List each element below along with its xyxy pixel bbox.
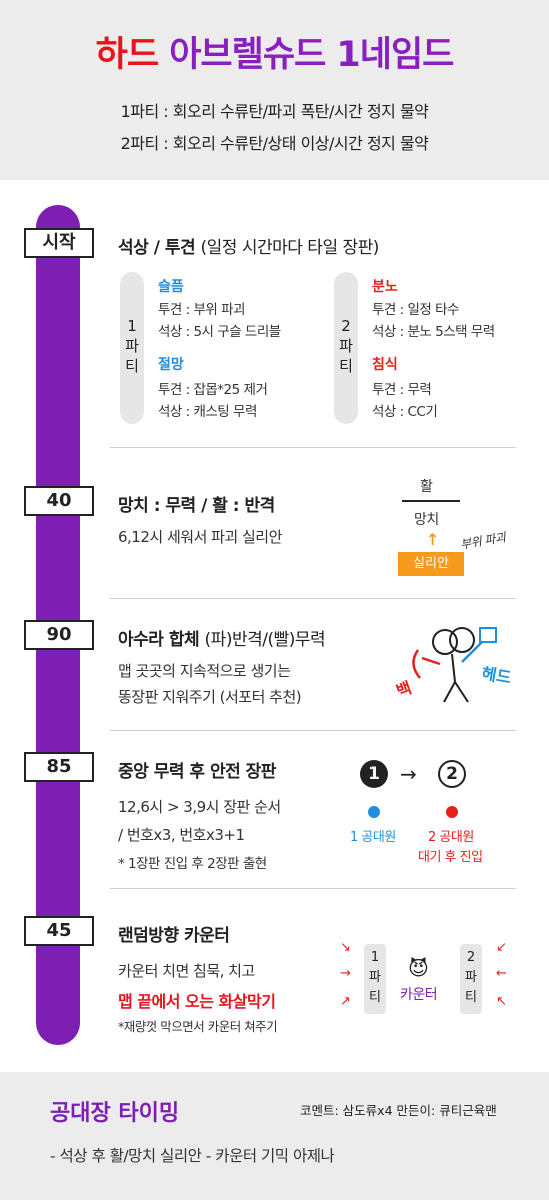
arrow-icon-tr: ↙ xyxy=(496,940,507,955)
sorrow-line1: 투견 : 부위 파괴 xyxy=(158,302,245,318)
badge-start: 시작 xyxy=(24,228,94,258)
section-85-line2: / 번호x3, 번호x3+1 xyxy=(118,826,245,844)
section-85-title: 중앙 무력 후 안전 장판 xyxy=(118,762,276,782)
despair-label: 절망 xyxy=(158,357,184,373)
diagram-bow-label: 활 xyxy=(420,479,433,495)
section-45-line2: 맵 끝에서 오는 화살막기 xyxy=(118,992,276,1011)
team2-dot-icon xyxy=(446,806,458,818)
rage-line2: 석상 : 분노 5스택 무력 xyxy=(372,324,495,340)
header-panel xyxy=(0,0,549,180)
left-pill-char1: 1 xyxy=(370,950,380,965)
diagram-divider-line xyxy=(402,500,460,502)
divider-4 xyxy=(110,888,516,889)
party2-pill-char2: 파 xyxy=(339,337,353,355)
party2-pill-char1: 2 xyxy=(341,317,351,335)
team1-dot-icon xyxy=(368,806,380,818)
footer-title: 공대장 타이밍 xyxy=(50,1101,180,1126)
diagram-hammer-label: 망치 xyxy=(414,512,439,528)
asura-sketch-icon xyxy=(412,627,497,703)
erosion-label: 침식 xyxy=(372,357,398,373)
section-85-line1: 12,6시 > 3,9시 장판 순서 xyxy=(118,798,281,816)
erosion-line1: 투견 : 무력 xyxy=(372,382,432,398)
head-label: 헤드 xyxy=(480,663,513,688)
arrow-icon-ml: → xyxy=(340,966,351,981)
arrow-icon-bl: ↗ xyxy=(340,994,351,1009)
section-40-line1: 6,12시 세워서 파괴 실리안 xyxy=(118,528,282,546)
left-pill-char2: 파 xyxy=(369,970,381,985)
section-45-line1: 카운터 치면 침묵, 치고 xyxy=(118,962,255,980)
part-break-note: 부위 파괴 xyxy=(459,530,507,552)
devil-icon: 😈 xyxy=(408,956,429,980)
team2-label: 2 공대원 xyxy=(428,830,474,845)
sorrow-label: 슬픔 xyxy=(158,279,184,295)
start-title-main: 석상 / 투견 xyxy=(118,238,196,258)
footer-timing: - 석상 후 활/망치 실리안 - 카운터 기믹 아제나 xyxy=(50,1147,335,1165)
party2-items: 2파티 : 회오리 수류탄/상태 이상/시간 정지 물약 xyxy=(120,134,429,153)
divider-3 xyxy=(110,730,516,731)
arrow-icon-br: ↖ xyxy=(496,994,507,1009)
party2-pill: 2 파 티 xyxy=(334,272,358,424)
step-1-icon: 1 xyxy=(360,760,388,788)
left-pill-char3: 티 xyxy=(369,990,381,1005)
team1-label: 1 공대원 xyxy=(350,830,396,845)
section-45-note: *재량껏 막으면서 카운터 쳐주기 xyxy=(118,1019,278,1034)
section-40-title: 망치 : 무력 / 활 : 반격 xyxy=(118,496,275,516)
start-title-note: (일정 시간마다 타일 장판) xyxy=(200,238,380,258)
badge-85: 85 xyxy=(24,752,94,782)
badge-45: 45 xyxy=(24,916,94,946)
up-arrow-icon: ↑ xyxy=(426,530,440,549)
right-pill-char1: 2 xyxy=(466,950,476,965)
section-90-title: 아수라 합체 (파)반격/(빨)무력 xyxy=(118,625,326,650)
rage-label: 분노 xyxy=(372,279,398,295)
counter-label: 카운터 xyxy=(400,987,438,1003)
despair-line2: 석상 : 캐스팅 무력 xyxy=(158,404,257,420)
badge-90: 90 xyxy=(24,620,94,650)
step-2-icon: 2 xyxy=(438,760,466,788)
rage-line1: 투견 : 일정 타수 xyxy=(372,302,459,318)
badge-40: 40 xyxy=(24,486,94,516)
footer-credit: 코멘트: 삼도류x4 만든이: 큐티근육맨 xyxy=(300,1103,497,1118)
divider-1 xyxy=(110,447,516,448)
section-45-title: 랜덤방향 카운터 xyxy=(118,926,230,946)
divider-2 xyxy=(110,598,516,599)
s90-title-note: (파)반격/(빨)무력 xyxy=(204,630,326,650)
section-90-line2: 똥장판 지워주기 (서포터 추천) xyxy=(118,688,302,706)
title-boss: 아브렐슈드 1네임드 xyxy=(169,35,454,75)
erosion-line2: 석상 : CC기 xyxy=(372,404,438,420)
right-pill-char3: 티 xyxy=(465,990,477,1005)
section-85-note: * 1장판 진입 후 2장판 출현 xyxy=(118,856,267,872)
silian-badge: 실리안 xyxy=(398,552,464,576)
counter-right-pill: 2 파 티 xyxy=(460,944,482,1014)
arrow-right-icon: → xyxy=(400,762,417,786)
party1-pill-char2: 파 xyxy=(125,337,139,355)
s90-title-main: 아수라 합체 xyxy=(118,630,200,650)
arrow-icon-mr: ← xyxy=(496,966,507,981)
title-difficulty: 하드 xyxy=(95,35,159,75)
team2-sub-label: 대기 후 진입 xyxy=(418,850,483,865)
party1-pill: 1 파 티 xyxy=(120,272,144,424)
party2-pill-char3: 티 xyxy=(339,357,353,375)
party1-pill-char1: 1 xyxy=(127,317,137,335)
section-start-title: 석상 / 투견 (일정 시간마다 타일 장판) xyxy=(118,233,379,258)
right-pill-char2: 파 xyxy=(465,970,477,985)
section-90-line1: 맵 곳곳의 지속적으로 생기는 xyxy=(118,662,291,680)
party1-pill-char3: 티 xyxy=(125,357,139,375)
counter-left-pill: 1 파 티 xyxy=(364,944,386,1014)
sorrow-line2: 석상 : 5시 구슬 드리블 xyxy=(158,324,281,340)
arrow-icon-tl: ↘ xyxy=(340,940,351,955)
footer-panel xyxy=(0,1072,549,1200)
page-title: 하드 아브렐슈드 1네임드 xyxy=(0,26,549,77)
party1-items: 1파티 : 회오리 수류탄/파괴 폭탄/시간 정지 물약 xyxy=(120,102,429,121)
despair-line1: 투견 : 잡몹*25 제거 xyxy=(158,382,268,398)
